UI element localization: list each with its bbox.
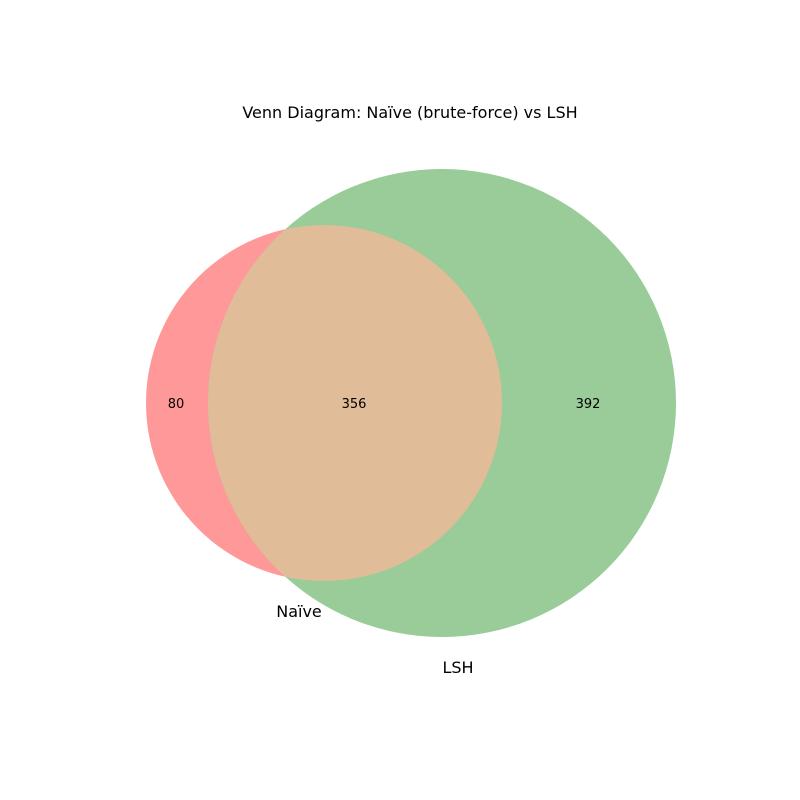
region-a-only-count: 80 <box>168 397 185 412</box>
region-both-count: 356 <box>342 397 367 412</box>
diagram-title: Venn Diagram: Naïve (brute-force) vs LSH <box>242 103 577 122</box>
set-a-label: Naïve <box>276 602 322 621</box>
overlap-region <box>208 225 502 581</box>
set-b-label: LSH <box>442 658 473 677</box>
region-b-only-count: 392 <box>576 397 601 412</box>
